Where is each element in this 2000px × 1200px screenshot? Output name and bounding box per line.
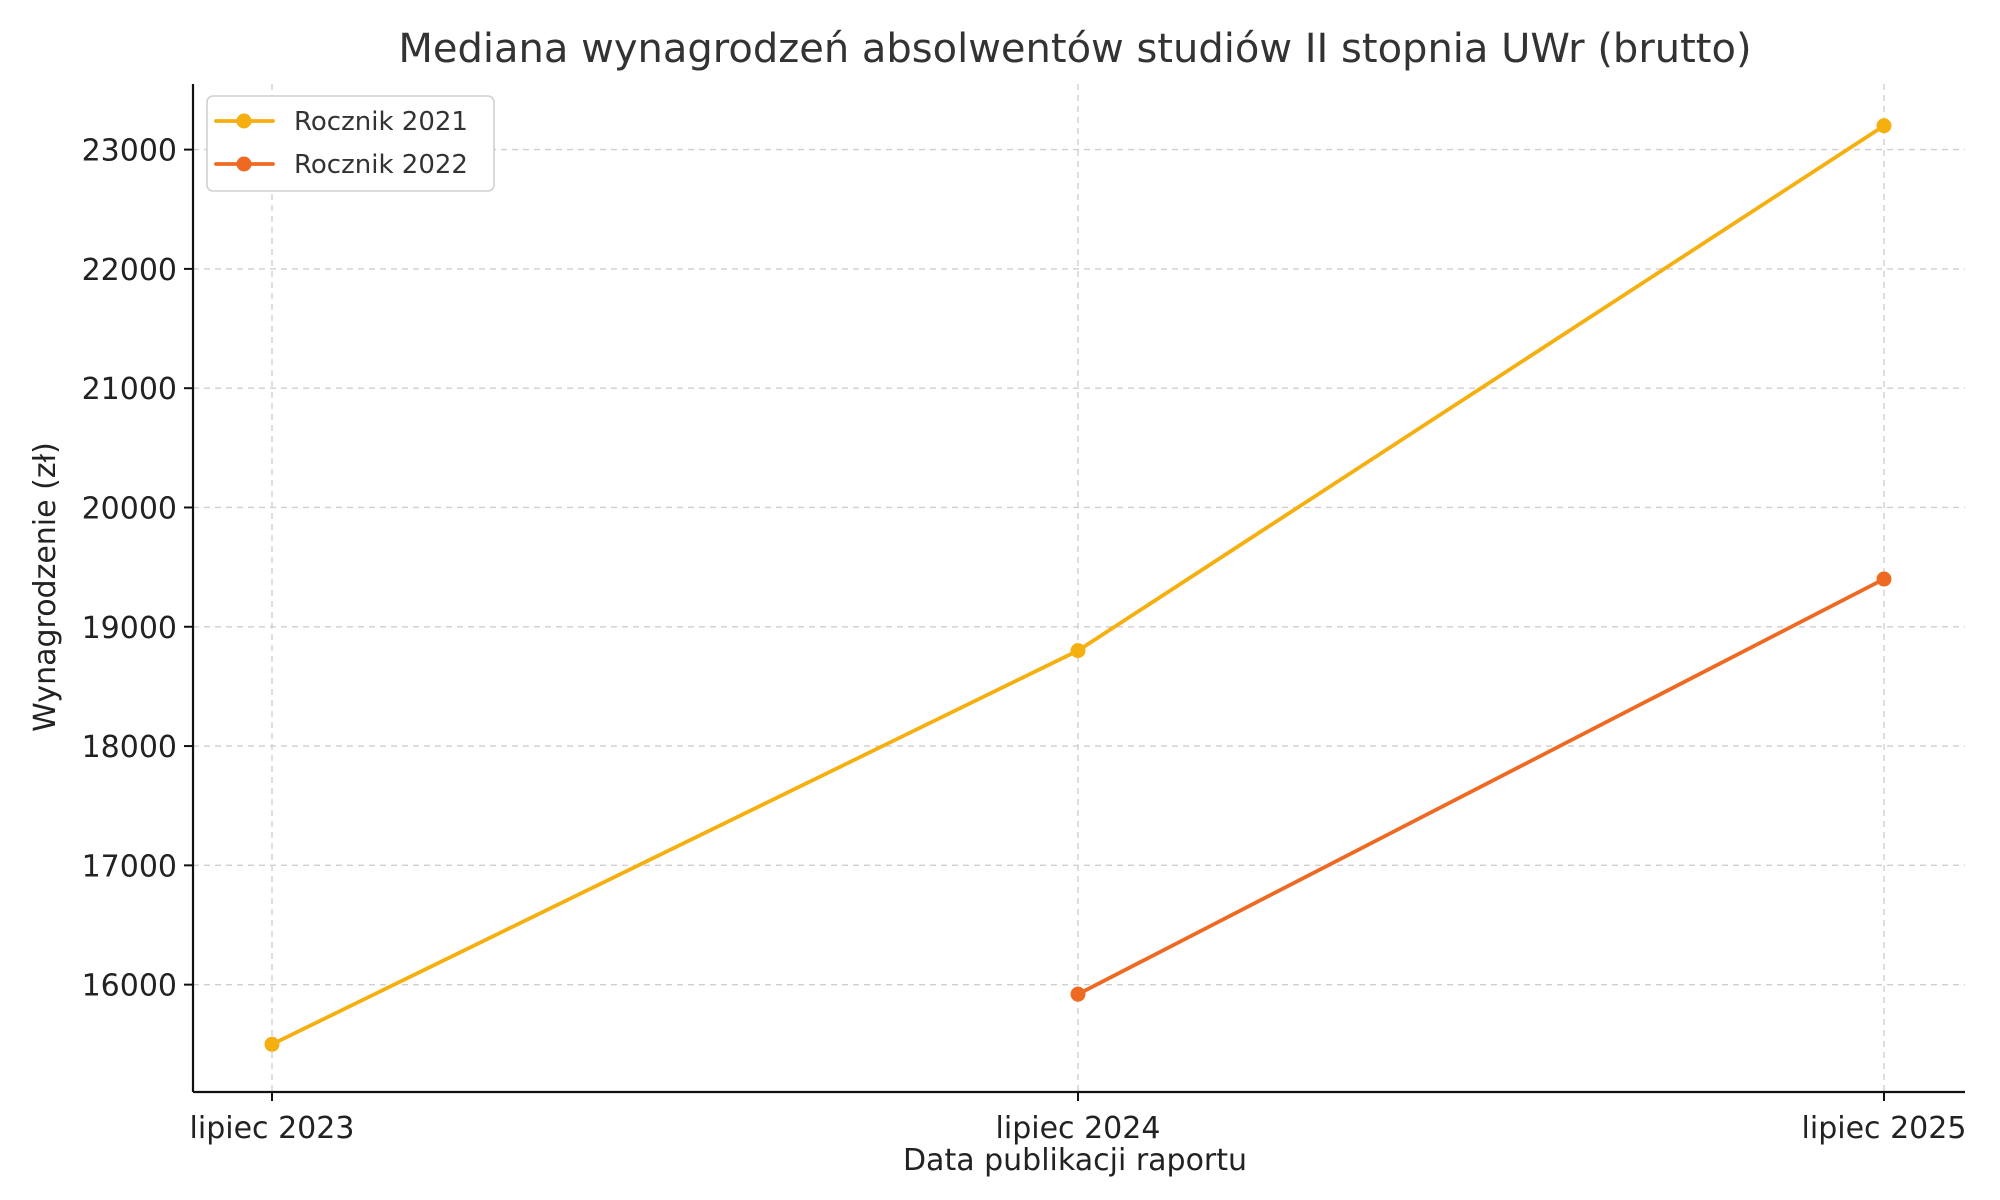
- y-axis-label: Wynagrodzenie (zł): [28, 442, 63, 732]
- axes: lipiec 2023 lipiec 2024 lipiec 2025 16000 17…: [82, 84, 1967, 1146]
- legend-swatch-marker: [236, 113, 252, 129]
- data-point-rocznik-2022: [1876, 571, 1892, 587]
- legend-swatch-marker: [236, 156, 252, 172]
- series-line-rocznik-2022: [1076, 577, 1886, 997]
- data-point-rocznik-2022: [1070, 986, 1086, 1002]
- x-tick-label: lipiec 2023: [190, 1111, 355, 1146]
- series-points: [264, 118, 1892, 1052]
- y-tick-label: 18000: [82, 730, 177, 765]
- legend-label: Rocznik 2021: [294, 107, 468, 137]
- x-tick-label: lipiec 2024: [996, 1111, 1161, 1146]
- data-point-rocznik-2021: [264, 1036, 280, 1052]
- chart-title: Mediana wynagrodzeń absolwentów studiów …: [398, 26, 1751, 72]
- grid: [193, 84, 1965, 1092]
- legend-item-rocznik-2021: Rocznik 2021: [214, 107, 468, 137]
- y-tick-label: 23000: [82, 134, 177, 169]
- legend-box: [206, 95, 495, 192]
- data-point-rocznik-2021: [1070, 643, 1086, 659]
- y-tick-label: 20000: [82, 491, 177, 526]
- y-tick-label: 19000: [82, 611, 177, 646]
- y-tick-label: 21000: [82, 372, 177, 407]
- y-tick-label: 17000: [82, 849, 177, 884]
- legend-item-rocznik-2022: Rocznik 2022: [214, 150, 468, 180]
- legend: Rocznik 2021 Rocznik 2022: [206, 95, 495, 192]
- x-axis-label: Data publikacji raportu: [903, 1143, 1247, 1178]
- data-point-rocznik-2021: [1876, 118, 1892, 134]
- y-tick-label: 22000: [82, 253, 177, 288]
- legend-label: Rocznik 2022: [294, 150, 468, 180]
- y-tick-label: 16000: [82, 969, 177, 1004]
- x-tick-label: lipiec 2025: [1802, 1111, 1967, 1146]
